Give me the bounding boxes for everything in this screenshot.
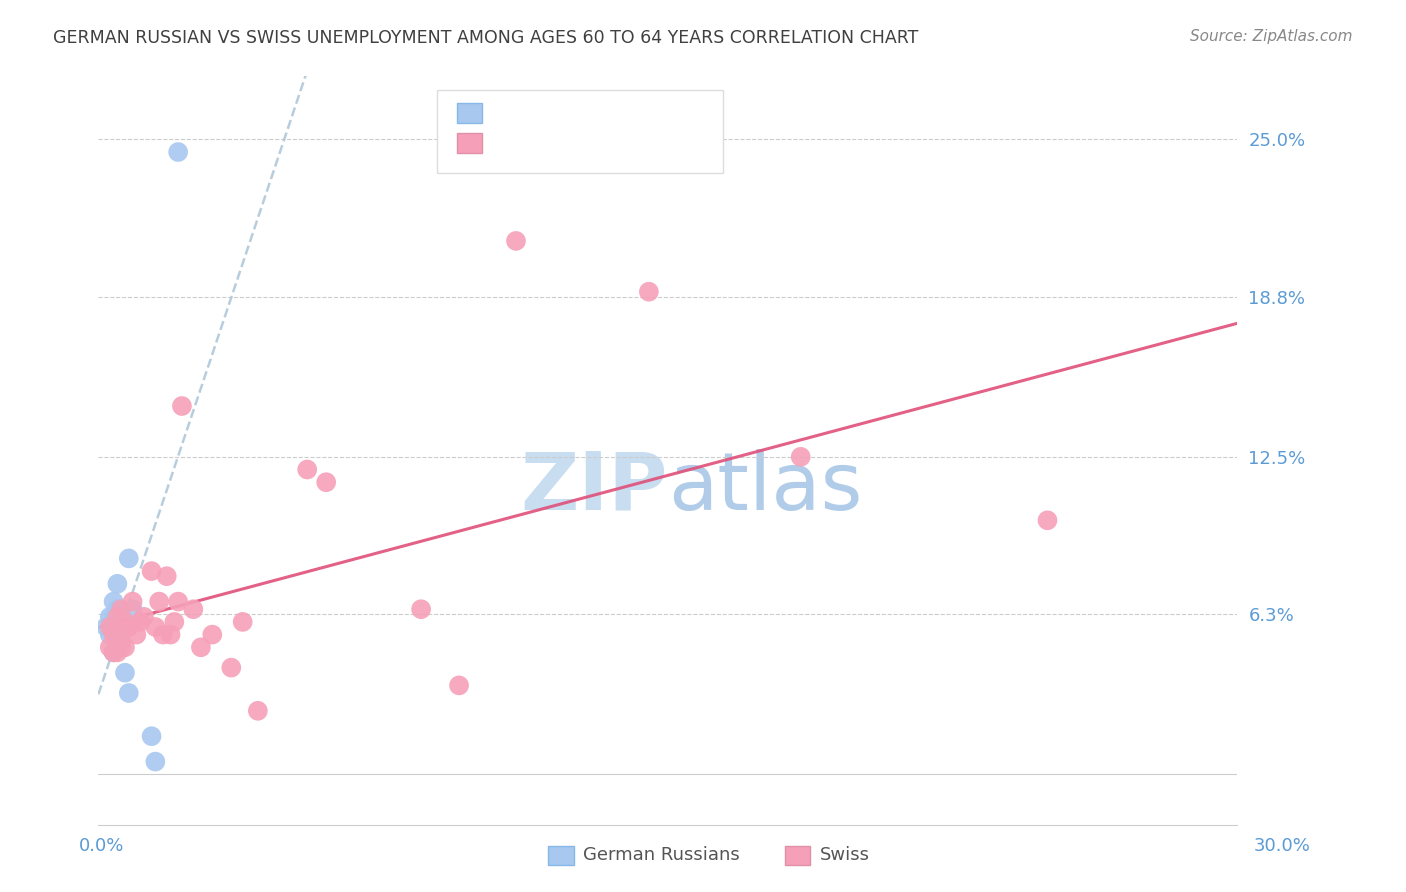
Text: N =: N = [585,104,637,122]
Point [638,285,661,299]
Point [163,615,186,629]
Point [152,627,174,641]
Point [1036,513,1059,527]
Text: GERMAN RUSSIAN VS SWISS UNEMPLOYMENT AMONG AGES 60 TO 64 YEARS CORRELATION CHART: GERMAN RUSSIAN VS SWISS UNEMPLOYMENT AMO… [53,29,918,46]
Point [98,640,121,655]
Point [98,627,121,641]
Text: 39: 39 [623,134,648,152]
Point [125,627,148,641]
Point [411,602,433,616]
Point [107,620,129,634]
Point [103,645,125,659]
Text: ZIP: ZIP [520,449,668,527]
Point [121,602,143,616]
Text: German Russians: German Russians [583,847,740,864]
Point [114,640,136,655]
Point [110,635,132,649]
Text: R =: R = [494,134,533,152]
Point [114,615,136,629]
Point [94,620,117,634]
Point [118,686,141,700]
Point [315,475,337,490]
Point [183,602,205,616]
Point [98,610,121,624]
Point [121,594,143,608]
Point [107,627,129,641]
Point [201,627,224,641]
Point [297,462,319,476]
Point [110,602,132,616]
Point [167,594,190,608]
Point [190,640,212,655]
Point [132,610,155,624]
Point [103,610,125,624]
Text: atlas: atlas [668,449,862,527]
Point [107,576,129,591]
Point [159,627,181,641]
Text: 0.288: 0.288 [524,104,582,122]
Point [505,234,527,248]
Point [232,615,254,629]
Point [110,640,132,655]
Text: Swiss: Swiss [820,847,870,864]
Point [107,610,129,624]
Point [114,665,136,680]
Point [103,594,125,608]
Point [103,645,125,659]
Point [141,564,163,578]
Text: 30.0%: 30.0% [1254,837,1310,855]
Point [145,620,167,634]
Point [246,704,269,718]
Point [449,678,471,692]
Point [790,450,813,464]
Point [107,602,129,616]
Point [148,594,170,608]
Point [145,755,167,769]
Point [107,645,129,659]
Text: Source: ZipAtlas.com: Source: ZipAtlas.com [1189,29,1353,44]
Point [129,615,152,629]
Point [156,569,179,583]
Point [98,620,121,634]
Point [103,627,125,641]
Point [167,145,190,159]
Point [118,551,141,566]
Point [118,620,141,634]
Text: 17: 17 [623,104,648,122]
Text: 0.0%: 0.0% [79,837,124,855]
Text: R =: R = [494,104,533,122]
Point [141,729,163,743]
Point [221,660,243,674]
Text: 0.109: 0.109 [524,134,581,152]
Text: N =: N = [585,134,637,152]
Point [170,399,193,413]
